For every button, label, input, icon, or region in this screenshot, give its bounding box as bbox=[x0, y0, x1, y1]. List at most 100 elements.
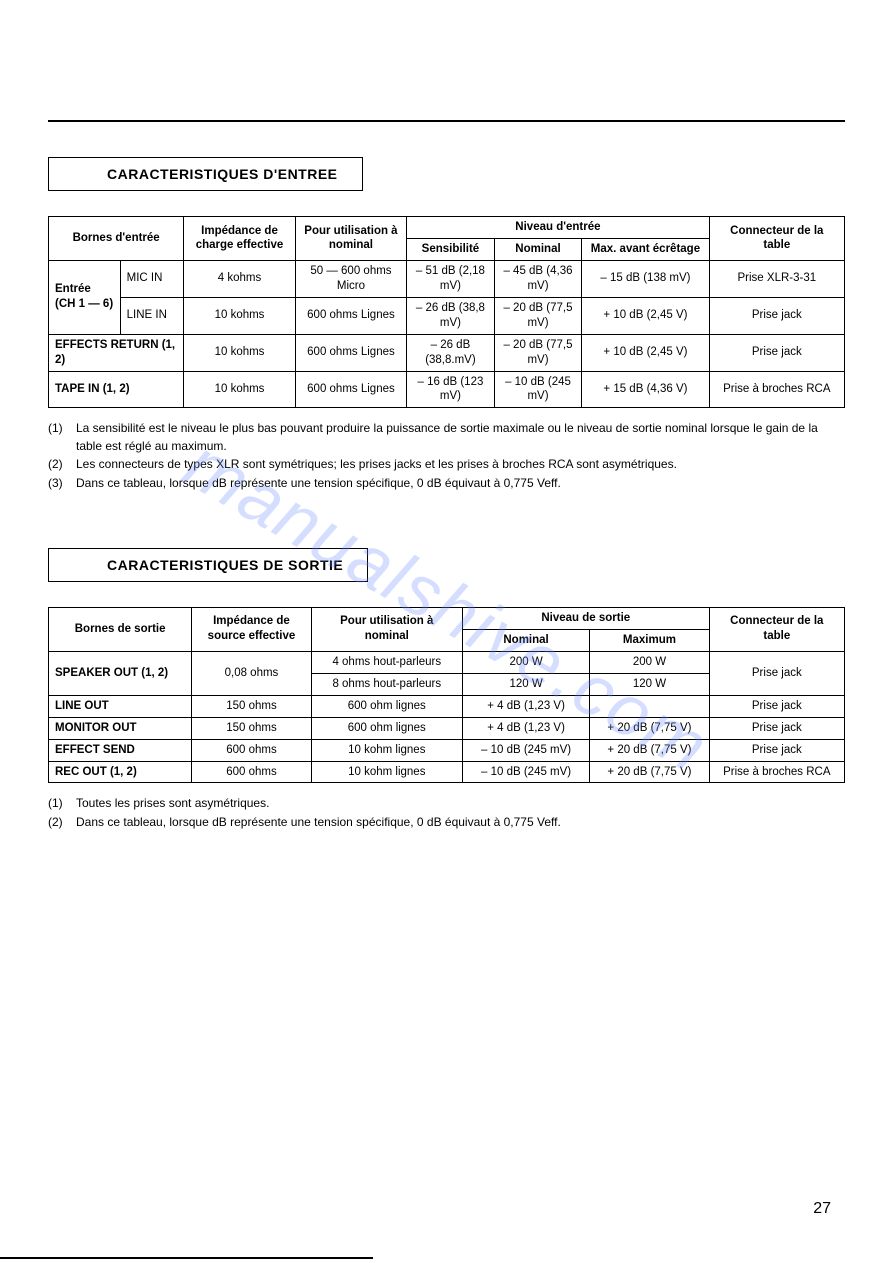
note-num: (2) bbox=[48, 456, 76, 473]
cell: 120 W bbox=[462, 673, 589, 695]
cell: 200 W bbox=[462, 651, 589, 673]
cell: Prise à broches RCA bbox=[709, 761, 844, 783]
note-text: La sensibilité est le niveau le plus bas… bbox=[76, 420, 845, 455]
cell: 600 ohm lignes bbox=[311, 717, 462, 739]
cell: Prise jack bbox=[709, 717, 844, 739]
th-impedance: Impédance de charge effective bbox=[184, 217, 295, 261]
note-text: Les connecteurs de types XLR sont symétr… bbox=[76, 456, 845, 473]
top-rule bbox=[48, 120, 845, 122]
th-max: Max. avant écrêtage bbox=[582, 238, 709, 260]
table-row: TAPE IN (1, 2) 10 kohms 600 ohms Lignes … bbox=[49, 371, 845, 408]
cell: Prise jack bbox=[709, 739, 844, 761]
cell: 600 ohms bbox=[192, 739, 311, 761]
table-row: EFFECT SEND 600 ohms 10 kohm lignes – 10… bbox=[49, 739, 845, 761]
section2-title: CARACTERISTIQUES DE SORTIE bbox=[48, 548, 368, 582]
note-num: (2) bbox=[48, 814, 76, 831]
cell: Prise jack bbox=[709, 651, 844, 695]
cell: 600 ohms Lignes bbox=[295, 334, 406, 371]
cell: + 20 dB (7,75 V) bbox=[590, 739, 709, 761]
cell: + 10 dB (2,45 V) bbox=[582, 297, 709, 334]
cell: + 20 dB (7,75 V) bbox=[590, 717, 709, 739]
cell: 600 ohms Lignes bbox=[295, 371, 406, 408]
cell: SPEAKER OUT (1, 2) bbox=[49, 651, 192, 695]
output-characteristics-table: Bornes de sortie Impédance de source eff… bbox=[48, 607, 845, 784]
cell: 600 ohm lignes bbox=[311, 695, 462, 717]
th-sensibilite: Sensibilité bbox=[407, 238, 495, 260]
cell: 10 kohms bbox=[184, 334, 295, 371]
th-utilisation: Pour utilisation à nominal bbox=[311, 607, 462, 651]
cell: – 26 dB (38,8 mV) bbox=[407, 297, 495, 334]
note-text: Dans ce tableau, lorsque dB représente u… bbox=[76, 475, 845, 492]
cell: + 15 dB (4,36 V) bbox=[582, 371, 709, 408]
note-text: Dans ce tableau, lorsque dB représente u… bbox=[76, 814, 845, 831]
manual-page: manualshive.com CARACTERISTIQUES D'ENTRE… bbox=[0, 0, 893, 1263]
cell: Prise XLR-3-31 bbox=[709, 260, 844, 297]
cell: 4 ohms hout-parleurs bbox=[311, 651, 462, 673]
section1-title: CARACTERISTIQUES D'ENTREE bbox=[48, 157, 363, 191]
cell: 0,08 ohms bbox=[192, 651, 311, 695]
cell: Prise à broches RCA bbox=[709, 371, 844, 408]
bottom-rule bbox=[0, 1257, 373, 1259]
cell: 10 kohm lignes bbox=[311, 739, 462, 761]
th-impedance: Impédance de source effective bbox=[192, 607, 311, 651]
table-header-row: Bornes d'entrée Impédance de charge effe… bbox=[49, 217, 845, 239]
cell: REC OUT (1, 2) bbox=[49, 761, 192, 783]
th-connecteur: Connecteur de la table bbox=[709, 607, 844, 651]
cell: 150 ohms bbox=[192, 717, 311, 739]
cell: 200 W bbox=[590, 651, 709, 673]
cell: + 4 dB (1,23 V) bbox=[462, 717, 589, 739]
cell: – 10 dB (245 mV) bbox=[462, 761, 589, 783]
cell: MONITOR OUT bbox=[49, 717, 192, 739]
th-utilisation: Pour utilisation à nominal bbox=[295, 217, 406, 261]
note-row: (1) Toutes les prises sont asymétriques. bbox=[48, 795, 845, 812]
th-nominal: Nominal bbox=[462, 629, 589, 651]
cell: 50 — 600 ohms Micro bbox=[295, 260, 406, 297]
cell bbox=[590, 695, 709, 717]
table-row: LINE IN 10 kohms 600 ohms Lignes – 26 dB… bbox=[49, 297, 845, 334]
note-num: (1) bbox=[48, 420, 76, 455]
cell: – 16 dB (123 mV) bbox=[407, 371, 495, 408]
th-connecteur: Connecteur de la table bbox=[709, 217, 844, 261]
th-bornes: Bornes de sortie bbox=[49, 607, 192, 651]
th-nominal: Nominal bbox=[494, 238, 582, 260]
cell: 10 kohms bbox=[184, 297, 295, 334]
cell: LINE OUT bbox=[49, 695, 192, 717]
note-num: (3) bbox=[48, 475, 76, 492]
cell: EFFECT SEND bbox=[49, 739, 192, 761]
cell: MIC IN bbox=[120, 260, 184, 297]
input-characteristics-table: Bornes d'entrée Impédance de charge effe… bbox=[48, 216, 845, 408]
cell: – 20 dB (77,5 mV) bbox=[494, 297, 582, 334]
cell-entree-group: Entrée (CH 1 — 6) bbox=[49, 260, 121, 334]
section2-notes: (1) Toutes les prises sont asymétriques.… bbox=[48, 795, 845, 831]
note-text: Toutes les prises sont asymétriques. bbox=[76, 795, 845, 812]
cell: Prise jack bbox=[709, 695, 844, 717]
table-row: MONITOR OUT 150 ohms 600 ohm lignes + 4 … bbox=[49, 717, 845, 739]
page-number: 27 bbox=[813, 1200, 831, 1218]
cell: – 20 dB (77,5 mV) bbox=[494, 334, 582, 371]
cell: – 51 dB (2,18 mV) bbox=[407, 260, 495, 297]
table-row: Entrée (CH 1 — 6) MIC IN 4 kohms 50 — 60… bbox=[49, 260, 845, 297]
note-row: (2) Les connecteurs de types XLR sont sy… bbox=[48, 456, 845, 473]
cell: 8 ohms hout-parleurs bbox=[311, 673, 462, 695]
table-row: EFFECTS RETURN (1, 2) 10 kohms 600 ohms … bbox=[49, 334, 845, 371]
cell: – 10 dB (245 mV) bbox=[494, 371, 582, 408]
cell: 10 kohms bbox=[184, 371, 295, 408]
cell: EFFECTS RETURN (1, 2) bbox=[49, 334, 184, 371]
cell: + 10 dB (2,45 V) bbox=[582, 334, 709, 371]
table-header-row: Bornes de sortie Impédance de source eff… bbox=[49, 607, 845, 629]
note-num: (1) bbox=[48, 795, 76, 812]
cell: 120 W bbox=[590, 673, 709, 695]
table-row: SPEAKER OUT (1, 2) 0,08 ohms 4 ohms hout… bbox=[49, 651, 845, 673]
table-row: REC OUT (1, 2) 600 ohms 10 kohm lignes –… bbox=[49, 761, 845, 783]
th-maximum: Maximum bbox=[590, 629, 709, 651]
cell: LINE IN bbox=[120, 297, 184, 334]
cell: + 4 dB (1,23 V) bbox=[462, 695, 589, 717]
cell: – 10 dB (245 mV) bbox=[462, 739, 589, 761]
section1-notes: (1) La sensibilité est le niveau le plus… bbox=[48, 420, 845, 492]
cell: – 15 dB (138 mV) bbox=[582, 260, 709, 297]
note-row: (1) La sensibilité est le niveau le plus… bbox=[48, 420, 845, 455]
note-row: (2) Dans ce tableau, lorsque dB représen… bbox=[48, 814, 845, 831]
cell: 600 ohms Lignes bbox=[295, 297, 406, 334]
cell: 150 ohms bbox=[192, 695, 311, 717]
cell: 4 kohms bbox=[184, 260, 295, 297]
